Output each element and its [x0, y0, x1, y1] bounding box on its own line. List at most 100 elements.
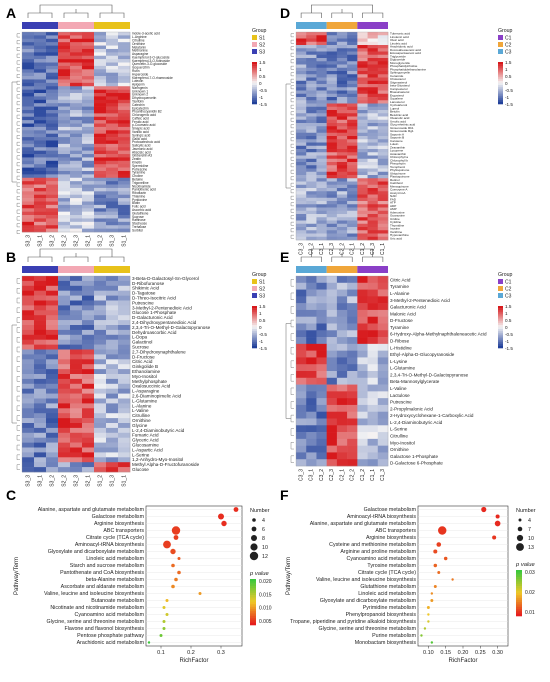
heatmap-cell	[296, 452, 307, 460]
heatmap-cell	[82, 184, 95, 189]
heatmap-cell	[316, 357, 327, 365]
heatmap-cell	[58, 290, 71, 296]
row-label: Carotene	[390, 139, 403, 143]
bubble-point	[430, 592, 434, 595]
heatmap-cell	[82, 218, 95, 223]
heatmap-cell	[347, 58, 358, 62]
heatmap-cell	[306, 32, 317, 36]
heatmap-cell	[94, 55, 107, 60]
bubble-point	[221, 520, 227, 527]
heatmap-cell	[34, 38, 47, 43]
dendrogram-branch	[290, 208, 294, 213]
heatmap-cell	[316, 191, 327, 195]
heatmap-cell	[94, 208, 107, 212]
heatmap-cell	[367, 97, 379, 101]
pathway-label: Cyanoamino acid metabolism	[347, 556, 417, 562]
heatmap-cell	[367, 152, 379, 156]
heatmap-cell	[94, 383, 107, 389]
heatmap-cell	[306, 74, 317, 78]
color-legend-title: p value	[249, 571, 269, 577]
heatmap-cell	[336, 136, 348, 140]
heatmap-cell	[70, 116, 83, 121]
heatmap-cell	[316, 276, 327, 284]
heatmap-cell	[118, 218, 131, 223]
color-legend-step	[516, 606, 522, 610]
row-label: Saponin A	[390, 132, 405, 136]
heatmap-cell	[357, 204, 368, 208]
heatmap-cell	[347, 282, 358, 290]
heatmap-cell	[70, 408, 83, 414]
heatmap-cell	[58, 69, 71, 73]
heatmap-cell	[34, 170, 47, 175]
heatmap-cell	[367, 438, 379, 446]
heatmap-cell	[22, 130, 35, 134]
heatmap-cell	[58, 339, 71, 345]
heatmap-cell	[70, 123, 83, 128]
group-bar-segment	[326, 266, 358, 273]
pathway-label: Galactose metabolism	[92, 514, 145, 520]
heatmap-cell	[296, 155, 307, 160]
heatmap-cell	[347, 178, 358, 182]
heatmap-cell	[336, 80, 348, 85]
pathway-label: Arginine and proline metabolism	[340, 549, 416, 555]
heatmap-cell	[46, 393, 59, 399]
heatmap-cell	[70, 72, 83, 77]
heatmap-cell	[82, 221, 95, 226]
color-legend-step	[250, 590, 256, 594]
row-label: 3-Methyl-2-Pentenedioic Acid	[132, 305, 192, 310]
heatmap-cell	[326, 162, 338, 166]
heatmap-cell	[46, 45, 59, 50]
heatmap-cell	[367, 58, 379, 62]
dendrogram-branch	[311, 248, 373, 253]
heatmap-cell	[336, 77, 348, 82]
heatmap-cell	[306, 330, 317, 338]
heatmap-cell	[82, 170, 95, 175]
heatmap-cell	[367, 155, 379, 160]
heatmap-cell	[82, 164, 95, 168]
row-label: Indole-3-acetic acid	[132, 32, 160, 36]
heatmap-cell	[58, 221, 71, 226]
heatmap-cell	[377, 142, 389, 147]
heatmap-cell	[46, 423, 59, 429]
heatmap-cell	[34, 339, 47, 345]
heatmap-cell	[296, 64, 307, 69]
heatmap-cell	[34, 280, 47, 287]
heatmap-cell	[94, 82, 107, 87]
heatmap-cell	[357, 438, 368, 446]
heatmap-cell	[22, 164, 35, 168]
heatmap-cell	[94, 378, 107, 385]
heatmap-cell	[118, 388, 131, 394]
heatmap-cell	[296, 316, 307, 324]
heatmap-cell	[306, 425, 317, 433]
heatmap-cell	[58, 462, 71, 468]
heatmap-cell	[22, 276, 35, 282]
pathway-label: Pantothenate and CoA biosynthesis	[60, 570, 144, 576]
heatmap-cell	[94, 103, 107, 107]
heatmap-cell	[106, 147, 119, 151]
heatmap-cell	[357, 119, 368, 124]
heatmap-cell	[118, 96, 131, 101]
heatmap-cells	[22, 276, 131, 473]
heatmap-cell	[82, 82, 95, 87]
row-label: Taxifolin	[132, 100, 144, 104]
heatmap-cell	[70, 378, 83, 385]
size-legend-dot	[251, 535, 257, 541]
heatmap-cell	[316, 194, 327, 199]
heatmap-cell	[106, 181, 119, 185]
color-legend-step	[250, 608, 256, 612]
bubble-point	[177, 570, 181, 575]
heatmap-cell	[306, 48, 317, 52]
heatmap-cell	[347, 377, 358, 385]
heatmap-cell	[46, 55, 59, 60]
heatmap-cell	[357, 152, 368, 156]
heatmap-cell	[118, 280, 131, 287]
heatmap-cell	[316, 214, 327, 218]
heatmap-cell	[367, 223, 379, 228]
heatmap-cell	[118, 418, 131, 424]
heatmap-cell	[326, 309, 338, 318]
heatmap-cell	[34, 442, 47, 448]
heatmap-cell	[367, 142, 379, 147]
heatmap-cell	[357, 64, 368, 69]
heatmap-cell	[306, 364, 317, 372]
heatmap-cell	[118, 383, 131, 389]
